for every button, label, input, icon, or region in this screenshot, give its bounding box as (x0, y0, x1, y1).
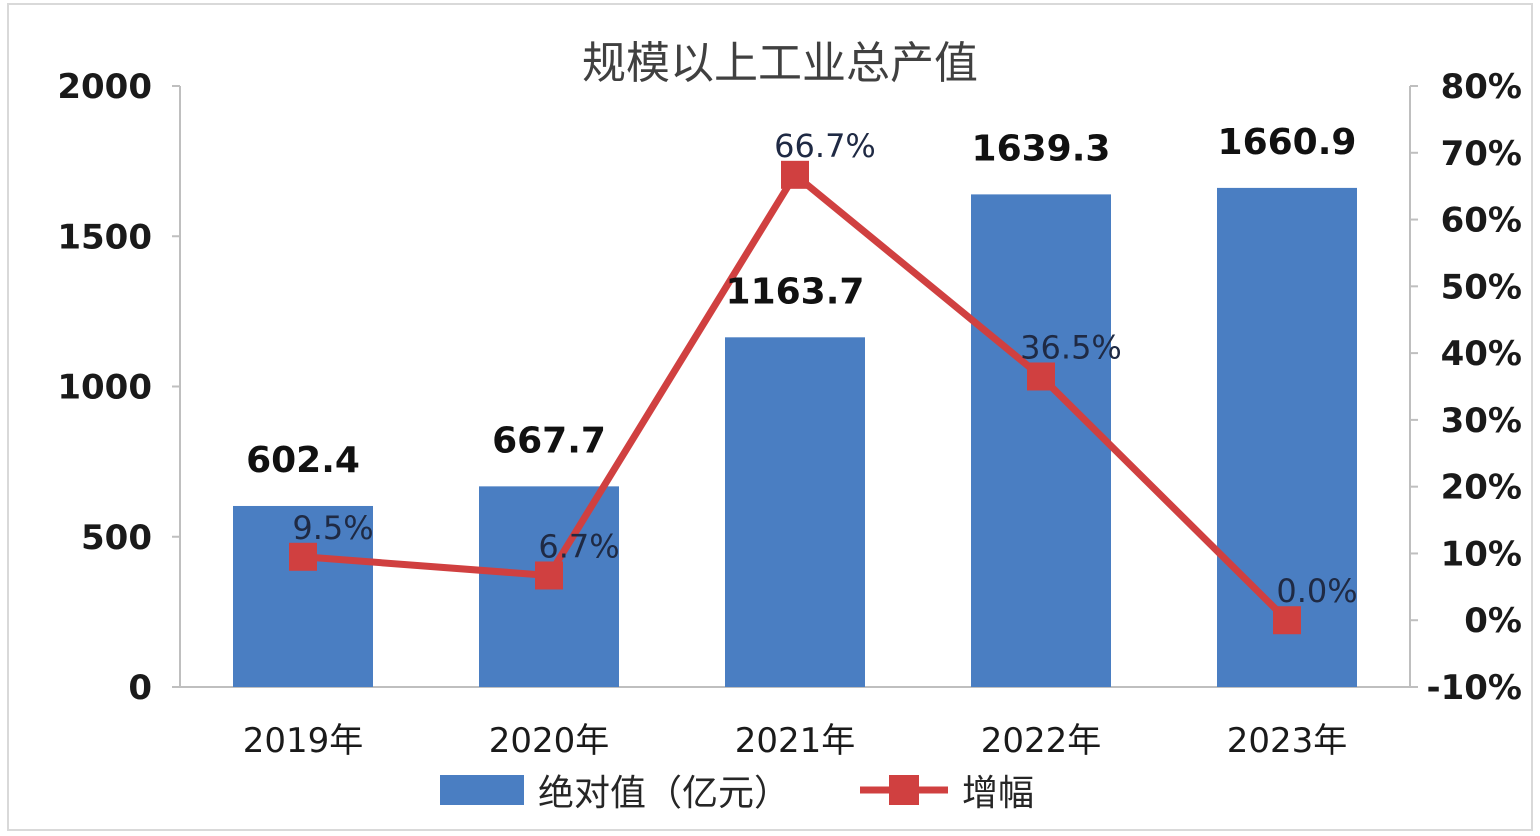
bar-value-label: 667.7 (492, 420, 606, 461)
y-right-tick-label: 20% (1441, 468, 1522, 508)
legend-line-label: 增幅 (962, 773, 1034, 814)
growth-point (1273, 606, 1301, 635)
growth-point (289, 542, 317, 571)
y-right-tick-label: 50% (1441, 267, 1522, 307)
growth-point (1027, 362, 1055, 391)
y-right-tick-label: -10% (1427, 668, 1523, 708)
legend-bar-label: 绝对值（亿元） (538, 773, 790, 814)
bars (233, 187, 1357, 688)
bar-value-label: 602.4 (246, 440, 360, 481)
growth-line (289, 160, 1301, 635)
growth-value-label: 66.7% (774, 127, 876, 165)
x-tick-label: 2019年 (243, 721, 364, 761)
bar-value-label: 1163.7 (726, 271, 865, 312)
legend-line-marker (889, 775, 919, 805)
legend-bar-swatch (440, 775, 524, 805)
chart-title: 规模以上工业总产值 (582, 38, 978, 89)
bar (725, 337, 865, 687)
x-tick-label: 2021年 (735, 721, 856, 761)
bar (1217, 187, 1357, 688)
growth-point (781, 160, 809, 189)
y-right-tick-label: 60% (1441, 201, 1522, 241)
bar-value-label: 1639.3 (972, 128, 1111, 169)
axes: 0 500 1000 1500 2000 -10% 0% 10% 20% 30% 40% 50% 60%… (57, 67, 1522, 761)
y-right-tick-label: 10% (1441, 534, 1522, 574)
x-tick-label: 2020年 (489, 721, 610, 761)
y-left-tick-label: 1500 (57, 217, 152, 257)
x-tick-label: 2022年 (981, 721, 1102, 761)
y-left-tick-label: 0 (128, 668, 152, 708)
data-labels: 602.4 667.7 1163.7 1639.3 1660.9 9.5% 6.7% 66.7… (246, 122, 1358, 610)
bar (233, 505, 373, 687)
y-right-tick-label: 70% (1441, 134, 1522, 174)
y-right-tick-label: 0% (1464, 601, 1522, 641)
y-left-tick-label: 500 (81, 518, 152, 558)
y-left-tick-label: 1000 (57, 368, 152, 408)
bar-value-label: 1660.9 (1218, 122, 1357, 163)
growth-value-label: 0.0% (1276, 572, 1357, 610)
y-right-tick-label: 40% (1441, 334, 1522, 374)
y-right-tick-label: 80% (1441, 67, 1522, 107)
y-left-tick-label: 2000 (57, 67, 152, 107)
y-right-tick-label: 30% (1441, 401, 1522, 441)
bar (971, 194, 1111, 687)
growth-value-label: 6.7% (538, 527, 619, 565)
growth-value-label: 9.5% (292, 509, 373, 547)
growth-value-label: 36.5% (1020, 328, 1122, 366)
x-tick-label: 2023年 (1227, 721, 1348, 761)
growth-point (535, 561, 563, 590)
legend: 绝对值（亿元） 增幅 (440, 773, 1034, 814)
